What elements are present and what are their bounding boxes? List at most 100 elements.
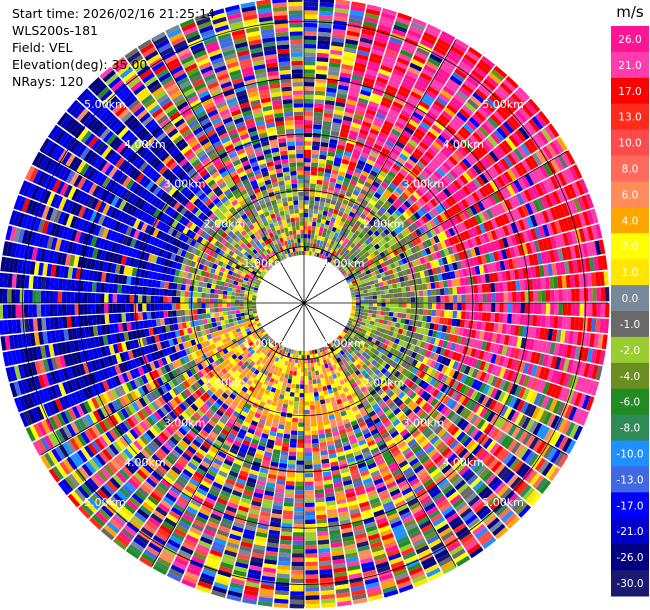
velocity-gate [371,166,380,174]
velocity-gate [335,228,341,234]
velocity-gate [334,205,341,211]
velocity-gate [377,155,387,163]
velocity-gate [319,0,335,4]
velocity-gate [342,55,355,62]
velocity-gate [344,107,355,114]
velocity-gate [329,249,334,255]
velocity-gate [304,119,313,125]
velocity-gate [429,82,442,93]
velocity-gate [359,174,368,181]
velocity-gate [412,131,424,141]
velocity-gate [313,213,318,219]
velocity-gate [378,185,387,193]
velocity-gate [376,188,384,196]
velocity-gate [440,89,453,100]
velocity-gate [332,165,340,171]
velocity-gate [333,113,343,120]
velocity-gate [385,116,396,125]
velocity-gate [316,252,320,258]
velocity-gate [337,88,348,95]
velocity-gate [372,120,383,128]
velocity-gate [426,24,442,34]
velocity-gate [380,100,392,109]
velocity-gate [391,148,401,157]
velocity-gate [308,213,313,218]
velocity-gate [468,46,483,59]
velocity-gate [330,173,338,180]
velocity-gate [445,82,458,93]
velocity-gate [304,212,309,218]
velocity-gate [308,217,313,222]
velocity-gate [308,221,313,226]
velocity-gate [350,193,358,200]
velocity-gate [313,205,319,210]
velocity-gate [399,85,411,95]
velocity-gate [422,93,435,103]
velocity-gate [332,32,346,39]
velocity-gate [468,73,482,85]
velocity-gate [350,248,356,254]
velocity-gate [318,14,333,21]
velocity-gate [405,173,415,183]
velocity-gate [419,72,433,82]
velocity-gate [416,144,427,154]
velocity-gate [309,247,313,252]
velocity-gate [329,53,342,60]
velocity-gate [398,53,412,62]
velocity-gate [340,203,347,209]
velocity-gate [417,124,428,134]
velocity-gate [412,87,424,97]
velocity-gate [471,69,485,82]
velocity-gate [386,207,395,215]
velocity-gate [439,64,453,75]
velocity-gate [365,192,374,199]
velocity-gate [424,114,436,124]
velocity-gate [310,234,315,239]
velocity-gate [312,217,317,223]
velocity-gate [342,252,348,258]
velocity-gate [384,52,397,61]
velocity-gate [436,117,448,128]
velocity-gate [361,85,373,93]
velocity-gate [357,45,371,53]
velocity-gate [308,208,314,214]
velocity-gate [332,122,342,128]
velocity-gate [304,170,311,176]
velocity-gate [395,140,406,149]
velocity-gate [451,96,464,108]
velocity-gate [304,111,313,116]
velocity-gate [318,205,324,211]
velocity-gate [347,246,353,252]
velocity-gate [320,249,324,255]
velocity-gate [403,126,415,135]
velocity-gate [325,95,336,102]
velocity-gate [318,209,324,215]
velocity-gate [304,60,316,66]
velocity-gate [361,199,369,206]
velocity-gate [334,246,339,253]
velocity-gate [400,81,413,91]
velocity-gates [0,0,610,609]
velocity-gate [374,116,385,124]
velocity-gate [360,89,372,97]
velocity-gate [333,16,348,22]
velocity-gate [364,12,380,20]
velocity-gate [314,247,319,253]
velocity-gate [342,181,350,188]
velocity-gate [322,228,328,234]
velocity-gate [373,40,387,49]
velocity-gate [378,170,387,178]
velocity-gate [362,81,374,89]
velocity-gate [345,191,353,198]
velocity-gate [323,116,333,123]
velocity-gate [400,180,409,189]
velocity-gate [304,124,313,129]
velocity-gate [380,12,396,21]
velocity-gate [329,221,335,227]
velocity-gate [344,173,353,180]
velocity-gate [406,185,415,194]
velocity-gate [339,167,347,173]
velocity-gate [318,27,332,33]
velocity-gate [407,66,421,76]
